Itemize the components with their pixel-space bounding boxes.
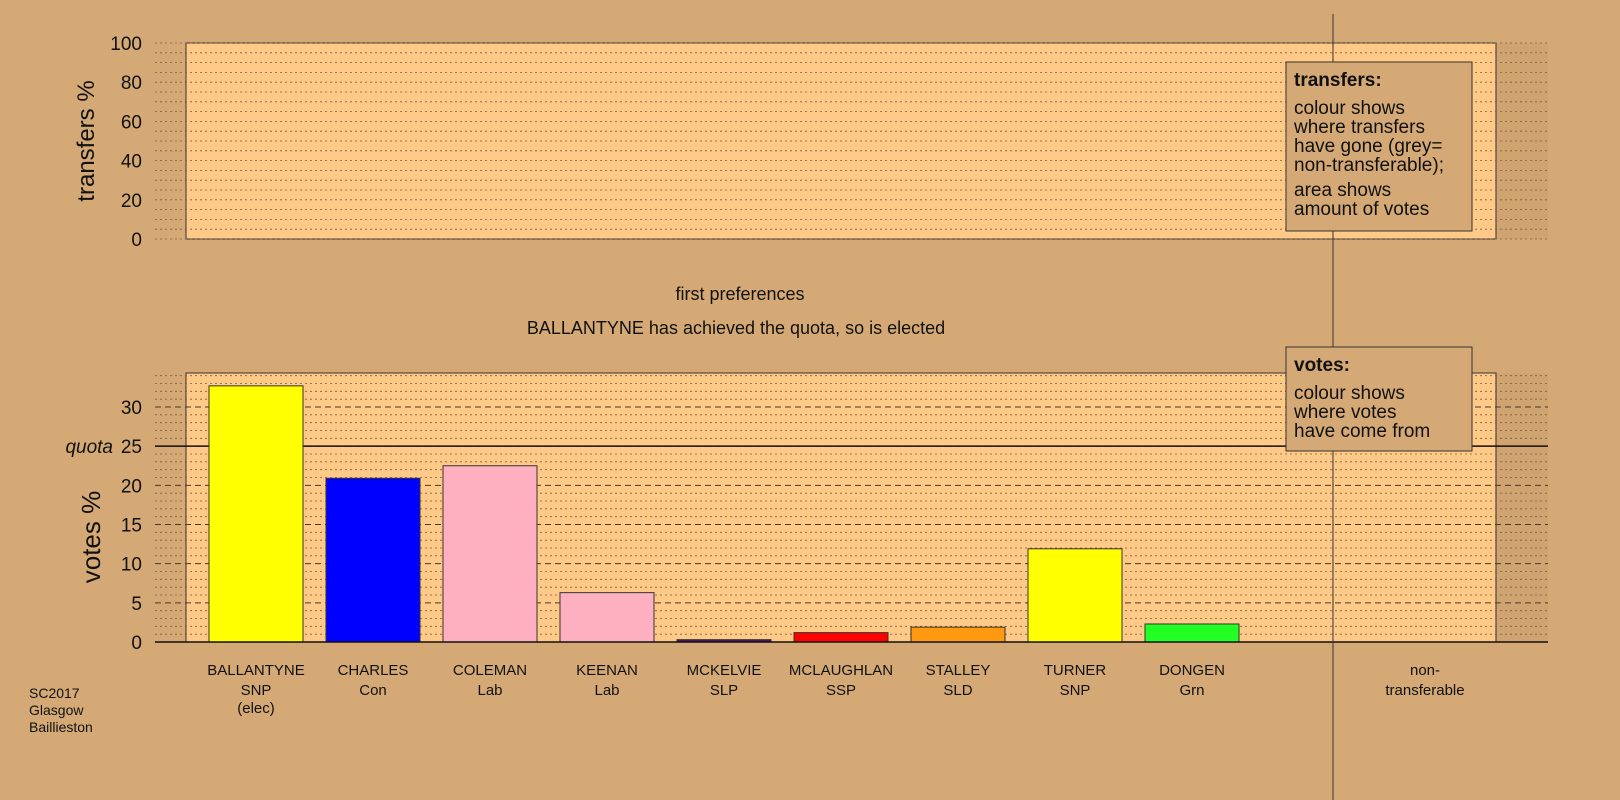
chart-title: first preferences [675,284,804,304]
party-label: SSP [826,682,856,699]
x-tick-label: MCKELVIE [687,662,762,679]
bar-dongen [1144,623,1240,643]
party-label: Lab [594,682,619,699]
x-tick-label: transferable [1385,682,1464,699]
bar-mclaughlan [793,632,889,643]
x-tick-label: TURNER [1044,662,1107,679]
y-tick-label: 0 [131,633,142,654]
footer-label: SC2017 [29,685,80,701]
y-tick-label: 0 [131,230,142,251]
y-tick-label: 20 [121,476,142,497]
bar-keenan [559,592,655,643]
legend-text: where transfers [1293,117,1425,138]
y-tick-label: 100 [110,34,142,55]
y-tick-label: 40 [121,152,142,173]
legend-text: have come from [1294,421,1430,442]
y-tick-label: 30 [121,398,142,419]
party-label: SNP [1060,682,1091,699]
quota-label: quota [65,437,113,458]
bar-coleman [442,465,538,643]
party-label: SLD [943,682,972,699]
y-tick-label: 5 [131,594,142,615]
legend-text: non-transferable); [1294,155,1444,176]
elected-note: (elec) [237,700,275,717]
x-tick-label: DONGEN [1159,662,1225,679]
legend-text: colour shows [1294,98,1405,119]
x-tick-label: CHARLES [338,662,409,679]
legend-text: colour shows [1294,383,1405,404]
x-tick-label: KEENAN [576,662,638,679]
bar-charles [325,477,421,643]
y-tick-label: 10 [121,555,142,576]
footer-label: Baillieston [29,719,93,735]
y-tick-label: 80 [121,73,142,94]
right-shade [1496,373,1548,642]
x-tick-label: BALLANTYNE [207,662,305,679]
party-label: Grn [1179,682,1204,699]
y-tick-label: 15 [121,516,142,537]
party-label: SNP [241,682,272,699]
legend-frame [1285,346,1473,452]
party-label: Lab [477,682,502,699]
bar-ballantyne [208,385,304,643]
y-tick-label: 20 [121,191,142,212]
footer-label: Glasgow [29,702,84,718]
legend-frame [1285,61,1473,232]
y-axis-label: votes % [76,491,106,584]
legend-text: area shows [1294,180,1391,201]
party-label: SLP [710,682,738,699]
chart-subtitle: BALLANTYNE has achieved the quota, so is… [527,318,945,338]
legend-title: transfers: [1294,70,1382,91]
legend-text: have gone (grey= [1294,136,1442,157]
x-tick-label: non- [1410,662,1440,679]
x-tick-label: MCLAUGHLAN [789,662,893,679]
x-tick-label: COLEMAN [453,662,527,679]
legend-text: amount of votes [1294,199,1429,220]
x-tick-label: STALLEY [926,662,991,679]
legend-title: votes: [1294,355,1350,376]
legend-text: where votes [1293,402,1396,423]
y-tick-label: 25 [121,437,142,458]
y-axis-label: transfers % [73,80,100,201]
bar-stalley [910,626,1006,643]
y-tick-label: 60 [121,112,142,133]
party-label: Con [359,682,387,699]
bar-turner [1027,548,1123,643]
